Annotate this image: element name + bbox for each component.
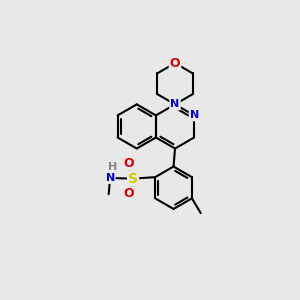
- Text: N: N: [170, 99, 180, 110]
- Text: N: N: [106, 173, 115, 183]
- Text: N: N: [190, 110, 199, 120]
- Text: S: S: [128, 172, 138, 186]
- Text: O: O: [123, 188, 134, 200]
- Text: N: N: [170, 99, 180, 110]
- Text: O: O: [123, 157, 134, 170]
- Text: H: H: [108, 162, 117, 172]
- Text: O: O: [170, 57, 180, 70]
